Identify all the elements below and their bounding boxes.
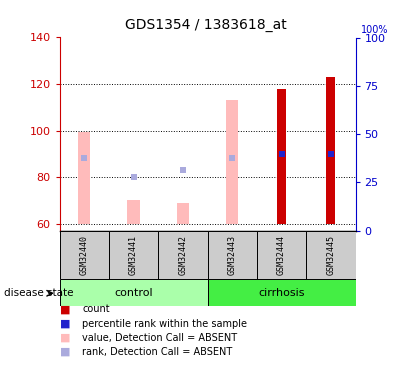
Bar [208, 279, 356, 306]
Text: GSM32443: GSM32443 [228, 235, 237, 275]
Text: control: control [114, 288, 153, 297]
Text: ■: ■ [60, 319, 70, 328]
Bar [306, 231, 356, 279]
Bar [60, 279, 208, 306]
Bar [78, 132, 90, 224]
Bar [208, 231, 257, 279]
Text: ■: ■ [60, 347, 70, 357]
Text: GSM32445: GSM32445 [326, 235, 335, 275]
Bar [109, 231, 158, 279]
Text: GDS1354 / 1383618_at: GDS1354 / 1383618_at [125, 18, 286, 32]
Text: ■: ■ [60, 304, 70, 314]
Bar [326, 77, 335, 224]
Text: count: count [82, 304, 110, 314]
Text: ■: ■ [60, 333, 70, 343]
Text: GSM32440: GSM32440 [80, 235, 89, 275]
Text: GSM32441: GSM32441 [129, 235, 138, 275]
Bar [127, 200, 140, 223]
Point [328, 151, 334, 157]
Point [278, 151, 285, 157]
Bar [277, 89, 286, 224]
Bar [60, 231, 109, 279]
Text: GSM32442: GSM32442 [178, 235, 187, 275]
Text: cirrhosis: cirrhosis [258, 288, 305, 297]
Bar [257, 231, 306, 279]
Point [229, 156, 236, 162]
Text: value, Detection Call = ABSENT: value, Detection Call = ABSENT [82, 333, 237, 343]
Text: 100%: 100% [361, 25, 388, 35]
Bar [177, 203, 189, 223]
Text: disease state: disease state [4, 288, 74, 298]
Text: percentile rank within the sample: percentile rank within the sample [82, 319, 247, 328]
Bar [158, 231, 208, 279]
Point [180, 167, 186, 173]
Text: rank, Detection Call = ABSENT: rank, Detection Call = ABSENT [82, 347, 233, 357]
Bar [226, 100, 238, 224]
Text: GSM32444: GSM32444 [277, 235, 286, 275]
Point [130, 174, 137, 180]
Point [81, 156, 88, 162]
